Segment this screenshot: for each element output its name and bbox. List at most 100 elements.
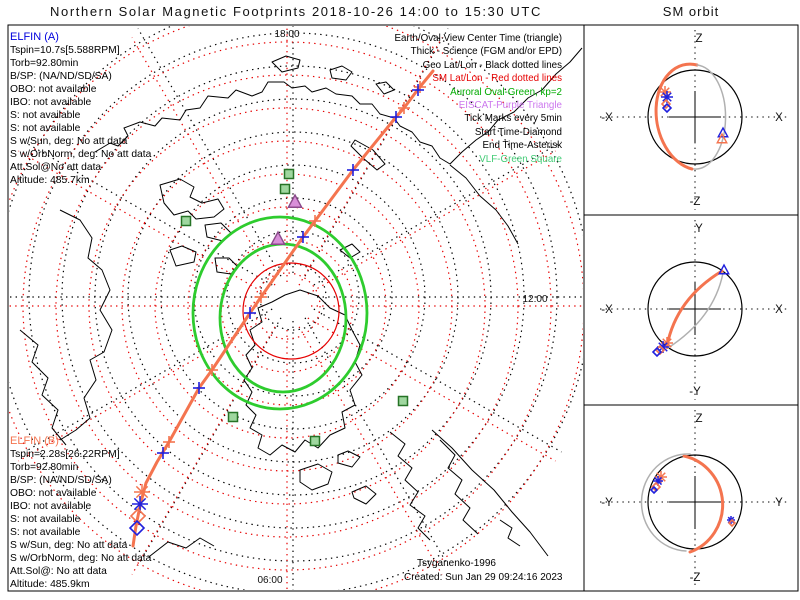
outer-frame [7, 24, 799, 592]
legend-item: Auroral Oval-Green, kp=2 [450, 86, 562, 98]
geo-longitude-line [304, 317, 449, 566]
elfin-b-info-line: S w/OrbNorm, deg: No att data [10, 553, 152, 564]
coastline [389, 431, 431, 541]
sm-orbit-panels: Z -Z -X X Y -Y -X X Z -Z -Y Y [600, 30, 790, 586]
footprint-track [131, 69, 435, 548]
sm-axis-label: X [775, 112, 783, 124]
elfin-a-info-line: Att.Sol@No att data [10, 162, 102, 173]
orbit-arc [682, 454, 725, 554]
sm-axis-label: X [775, 304, 783, 316]
elfin-a-info-line: Torb=92.80min [10, 58, 79, 69]
sm-axis-label: -X [601, 304, 613, 316]
coastline [159, 178, 225, 220]
legend-item: Geo Lat/Lon - Black dotted lines [422, 59, 562, 71]
legend-item: Thick - Science (FGM and/or EPD) [410, 46, 562, 58]
data-overlay-layer: 18:00 12:00 06:00 [128, 29, 548, 586]
coastline [337, 450, 361, 468]
sm-orbit-title: SM orbit [662, 4, 720, 19]
vlf-square [180, 215, 192, 227]
geo-latitude-circle [259, 263, 327, 331]
vlf-square [309, 435, 321, 447]
mlt-label: 06:00 [257, 575, 282, 586]
orbit-arc [667, 272, 724, 349]
vlf-square [279, 183, 291, 195]
sm-axis-label: Y [775, 497, 783, 509]
coastline [271, 55, 301, 73]
geo-latitude-circle [160, 164, 426, 430]
coastline [19, 329, 67, 446]
geo-latitude-circle [226, 230, 360, 364]
coastline [169, 245, 197, 267]
end-asterisk-marker [662, 92, 672, 102]
mlt-label: 18:00 [274, 29, 299, 40]
sm-latitude-circle [55, 74, 519, 538]
start-diamond-marker [128, 519, 146, 537]
elfin-a-info-block: ELFIN (A) Tspin=10.7s[5.588RPM] Torb=92.8… [10, 30, 151, 187]
start-diamond-marker [660, 98, 672, 110]
sm-orbit-panel-y-z: Z -Z -Y Y [600, 410, 790, 586]
start-diamond-marker [651, 346, 663, 358]
sm-axis-label: -Z [690, 196, 701, 208]
orbit-arc [665, 269, 724, 348]
legend-item: SM Lat/Lon - Red dotted lines [432, 73, 562, 85]
coastline [243, 289, 363, 456]
sm-mlt-line [131, 37, 276, 286]
coastlines-layer [19, 47, 583, 557]
geo-longitude-line [24, 308, 273, 453]
coastline [439, 439, 479, 535]
elfin-a-info-line: S w/OrbNorm, deg: No att data [10, 149, 152, 160]
coastline [375, 81, 395, 95]
start-diamond-marker [661, 102, 673, 114]
legend-item: End Time-Asterisk [482, 140, 563, 152]
geo-longitude-line [313, 308, 562, 453]
elfin-b-info-line: Torb=92.80min [10, 462, 79, 473]
vlf-square [283, 168, 295, 180]
start-diamond-marker [727, 518, 737, 528]
elfin-b-info-line: OBO: not available [10, 488, 97, 499]
end-asterisk-marker [135, 485, 149, 499]
panel-frames [7, 24, 799, 592]
earth-circle [647, 69, 743, 165]
sm-orbit-panel-x-y: Y -Y -X X [600, 220, 790, 400]
start-diamond-marker [649, 485, 659, 495]
elfin-b-title: ELFIN (B) [10, 435, 59, 447]
page-title: Northern Solar Magnetic Footprints 2018-… [50, 4, 542, 19]
elfin-b-info-line: IBO: not available [10, 501, 92, 512]
sm-mlt-line [298, 326, 443, 575]
coastline [329, 65, 353, 81]
orbit-arc [640, 453, 691, 552]
coastline [149, 537, 215, 557]
geo-latitude-circle [28, 32, 558, 562]
elfin-b-lines: Tspin=2.28s[26.22RPM] Torb=92.80min B/SP: … [10, 448, 151, 591]
coastline [339, 243, 361, 259]
coastline [94, 47, 583, 165]
sm-orbit-panel-x-z: Z -Z -X X [600, 30, 790, 210]
triangle-marker [270, 230, 286, 245]
legend-item: Earth/Oval View Center Time (triangle) [394, 33, 562, 44]
orbit-arc [693, 64, 727, 170]
sm-latitude-circle [220, 239, 354, 373]
earth-circle [647, 261, 743, 357]
sm-latitude-circle [253, 272, 321, 340]
sm-axis-label: -Y [601, 497, 613, 509]
coastline [499, 519, 521, 547]
legend-item: EISCAT-Purple Triangle [458, 100, 562, 112]
triangle-marker [287, 193, 303, 208]
elfin-a-info-line: B/SP: (NA/ND/SD/SA) [10, 71, 112, 82]
elfin-b-info-line: Tspin=2.28s[26.22RPM] [10, 449, 120, 460]
coastline [351, 485, 377, 505]
elfin-a-lines: Tspin=10.7s[5.588RPM] Torb=92.80min B/SP: … [10, 44, 151, 187]
end-asterisk-marker [133, 497, 147, 511]
sm-latitude-circle [22, 41, 552, 571]
sm-mlt-line [307, 150, 556, 295]
elfin-b-info-line: S w/Sun, deg: No att data [10, 540, 128, 551]
grid-layer [9, 26, 583, 590]
coastline [350, 139, 386, 171]
triangle-marker [718, 263, 730, 275]
elfin-a-info-line: Tspin=10.7s[5.588RPM] [10, 45, 120, 56]
elfin-a-info-line: S: not available [10, 110, 81, 121]
orbit-arc [654, 62, 699, 171]
coastline [299, 463, 333, 491]
elfin-a-title: ELFIN (A) [10, 31, 59, 43]
